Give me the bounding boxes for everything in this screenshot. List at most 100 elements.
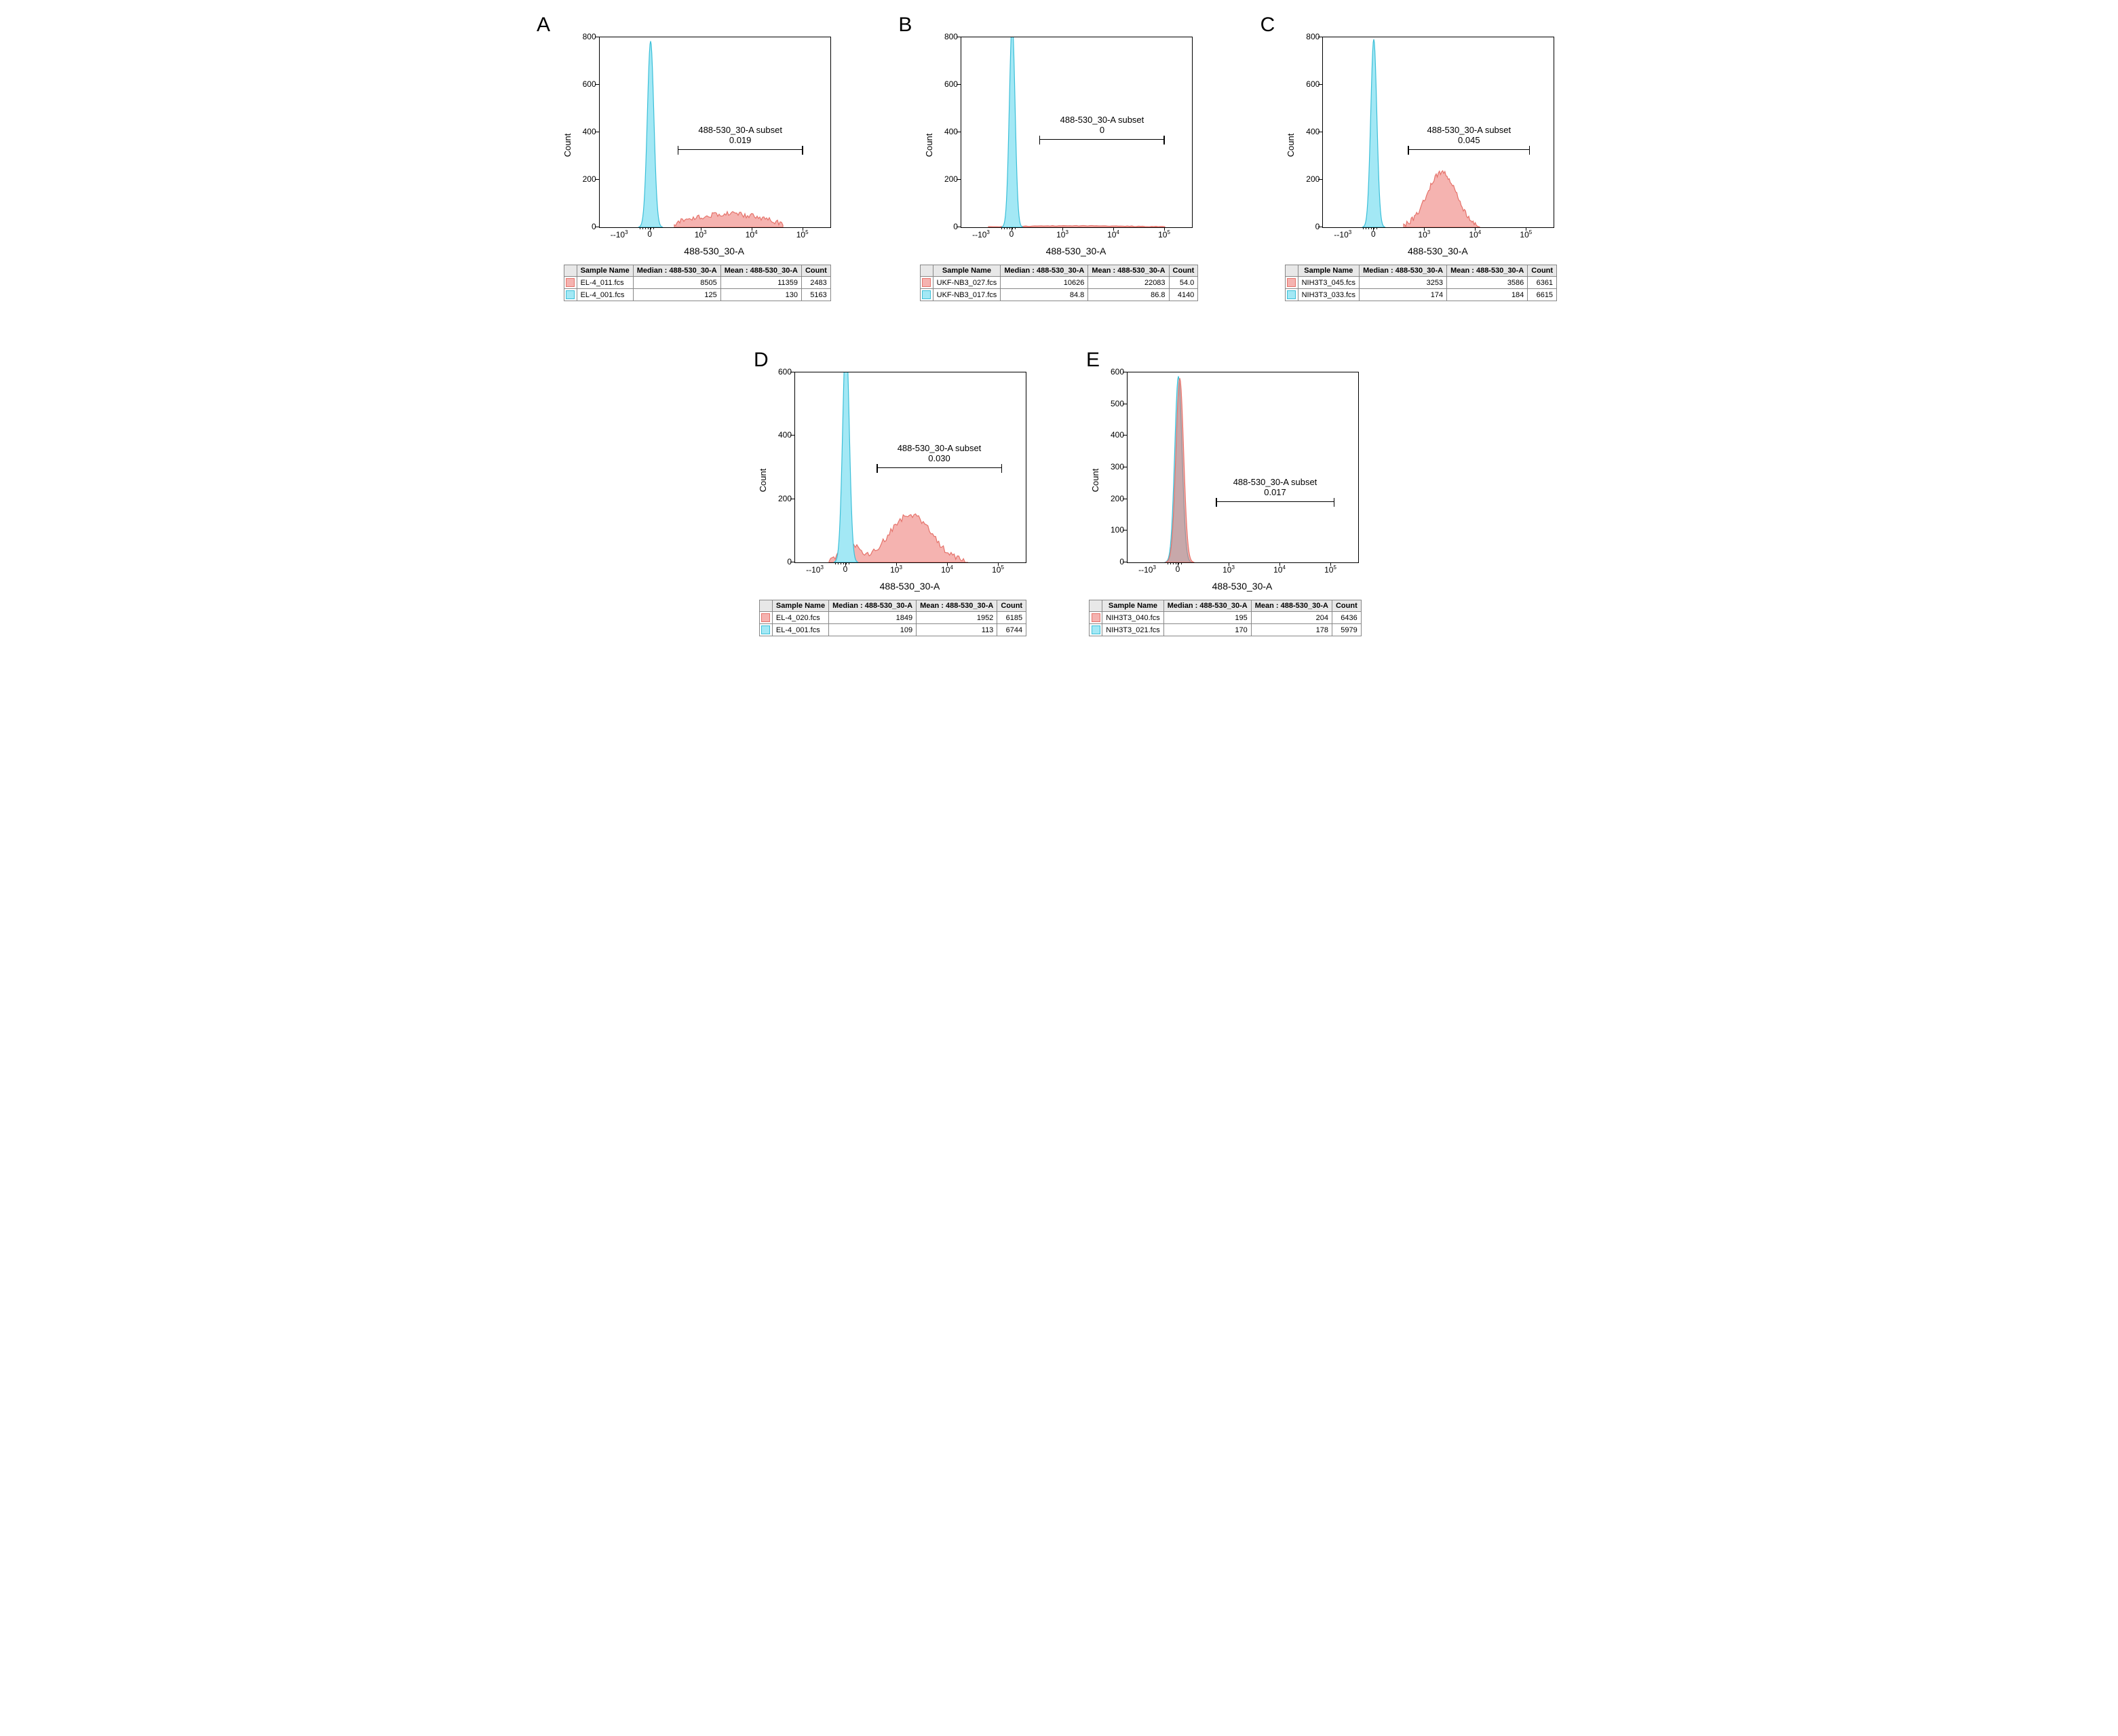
table-header: Median : 488-530_30-A <box>829 600 917 612</box>
panel-label: C <box>1260 14 1275 37</box>
table-header: Median : 488-530_30-A <box>633 265 720 277</box>
x-tick: 104 <box>746 229 758 239</box>
histogram-chart: Count488-530_30-A0100200300400500600--10… <box>1079 365 1371 596</box>
table-header: Median : 488-530_30-A <box>1360 265 1447 277</box>
histogram-red <box>674 212 783 227</box>
table-row: NIH3T3_045.fcs325335866361 <box>1285 277 1556 289</box>
x-tick: 0 <box>647 229 652 239</box>
sample-name: NIH3T3_040.fcs <box>1102 612 1163 624</box>
median-value: 1849 <box>829 612 917 624</box>
legend-swatch-cyan <box>761 625 770 634</box>
table-row: UKF-NB3_017.fcs84.886.84140 <box>920 289 1198 301</box>
mean-value: 86.8 <box>1088 289 1169 301</box>
y-tick: 800 <box>569 32 596 41</box>
table-header: Count <box>801 265 830 277</box>
median-value: 10626 <box>1001 277 1088 289</box>
y-tick: 0 <box>931 222 958 231</box>
y-tick: 0 <box>569 222 596 231</box>
sample-name: NIH3T3_021.fcs <box>1102 624 1163 636</box>
count-value: 4140 <box>1169 289 1198 301</box>
panel-A: ACount488-530_30-A0200400600800--1030103… <box>530 14 864 301</box>
y-tick: 200 <box>1097 494 1124 503</box>
x-axis-label: 488-530_30-A <box>961 246 1191 256</box>
y-axis-label: Count <box>758 469 768 493</box>
x-axis-label: 488-530_30-A <box>1127 581 1358 592</box>
histogram-chart: Count488-530_30-A0200400600800--10301031… <box>913 30 1205 261</box>
panel-D: DCount488-530_30-A0200400600--1030103104… <box>747 349 1039 636</box>
x-axis-label: 488-530_30-A <box>794 581 1025 592</box>
gate-label: 488-530_30-A subset0 <box>1060 115 1144 135</box>
gate-marker <box>877 467 1002 468</box>
gate-marker <box>678 149 803 150</box>
mean-value: 22083 <box>1088 277 1169 289</box>
sample-name: EL-4_020.fcs <box>772 612 828 624</box>
table-header: Sample Name <box>1298 265 1359 277</box>
x-tick: 104 <box>1273 564 1286 575</box>
table-header: Mean : 488-530_30-A <box>1251 600 1332 612</box>
table-header: Median : 488-530_30-A <box>1163 600 1251 612</box>
table-header: Mean : 488-530_30-A <box>720 265 801 277</box>
plot-area: 488-530_30-A subset0 <box>961 37 1193 228</box>
gate-label: 488-530_30-A subset0.019 <box>698 125 782 145</box>
x-tick: --103 <box>1334 229 1351 239</box>
histogram-cyan <box>638 41 662 227</box>
stats-table: Sample NameMedian : 488-530_30-AMean : 4… <box>1089 600 1361 636</box>
panel-label: B <box>898 14 912 37</box>
legend-swatch-cyan <box>922 290 931 299</box>
legend-swatch-red <box>1092 613 1100 622</box>
panel-label: A <box>537 14 550 37</box>
x-tick: --103 <box>972 229 990 239</box>
y-axis-label: Count <box>924 134 934 157</box>
table-header: Mean : 488-530_30-A <box>1088 265 1169 277</box>
median-value: 109 <box>829 624 917 636</box>
legend-swatch-red <box>1287 278 1296 287</box>
y-tick: 400 <box>931 127 958 136</box>
y-tick: 600 <box>1292 79 1320 89</box>
stats-table: Sample NameMedian : 488-530_30-AMean : 4… <box>564 265 831 301</box>
mean-value: 204 <box>1251 612 1332 624</box>
histogram-chart: Count488-530_30-A0200400600800--10301031… <box>1275 30 1566 261</box>
panel-B: BCount488-530_30-A0200400600800--1030103… <box>891 14 1226 301</box>
y-tick: 400 <box>1097 430 1124 440</box>
histogram-red <box>1166 378 1194 562</box>
mean-value: 1952 <box>917 612 997 624</box>
y-tick: 100 <box>1097 525 1124 535</box>
table-header: Count <box>997 600 1026 612</box>
y-tick: 600 <box>765 367 792 377</box>
median-value: 174 <box>1360 289 1447 301</box>
x-tick: 105 <box>992 564 1004 575</box>
mean-value: 3586 <box>1447 277 1528 289</box>
y-axis-label: Count <box>562 134 573 157</box>
x-tick: --103 <box>611 229 628 239</box>
table-row: EL-4_020.fcs184919526185 <box>759 612 1026 624</box>
x-axis-label: 488-530_30-A <box>1322 246 1553 256</box>
panel-E: ECount488-530_30-A0100200300400500600--1… <box>1079 349 1371 636</box>
count-value: 5163 <box>801 289 830 301</box>
sample-name: EL-4_001.fcs <box>772 624 828 636</box>
x-tick: 103 <box>890 564 902 575</box>
median-value: 170 <box>1163 624 1251 636</box>
table-row: NIH3T3_033.fcs1741846615 <box>1285 289 1556 301</box>
y-tick: 800 <box>1292 32 1320 41</box>
sample-name: UKF-NB3_017.fcs <box>933 289 1001 301</box>
table-row: EL-4_001.fcs1091136744 <box>759 624 1026 636</box>
legend-swatch-cyan <box>1287 290 1296 299</box>
histogram-cyan <box>834 372 858 562</box>
stats-table: Sample NameMedian : 488-530_30-AMean : 4… <box>920 265 1199 301</box>
legend-swatch-red <box>566 278 575 287</box>
stats-table: Sample NameMedian : 488-530_30-AMean : 4… <box>1285 265 1557 301</box>
mean-value: 130 <box>720 289 801 301</box>
count-value: 2483 <box>801 277 830 289</box>
table-header: Sample Name <box>1102 600 1163 612</box>
y-tick: 200 <box>931 174 958 184</box>
table-row: EL-4_011.fcs8505113592483 <box>564 277 830 289</box>
legend-swatch-cyan <box>1092 625 1100 634</box>
count-value: 6361 <box>1528 277 1557 289</box>
legend-swatch-red <box>922 278 931 287</box>
stats-table: Sample NameMedian : 488-530_30-AMean : 4… <box>759 600 1026 636</box>
table-header: Mean : 488-530_30-A <box>1447 265 1528 277</box>
gate-label: 488-530_30-A subset0.017 <box>1233 477 1317 497</box>
gate-label: 488-530_30-A subset0.030 <box>898 443 982 463</box>
histogram-red <box>1404 171 1480 227</box>
table-header: Count <box>1332 600 1361 612</box>
